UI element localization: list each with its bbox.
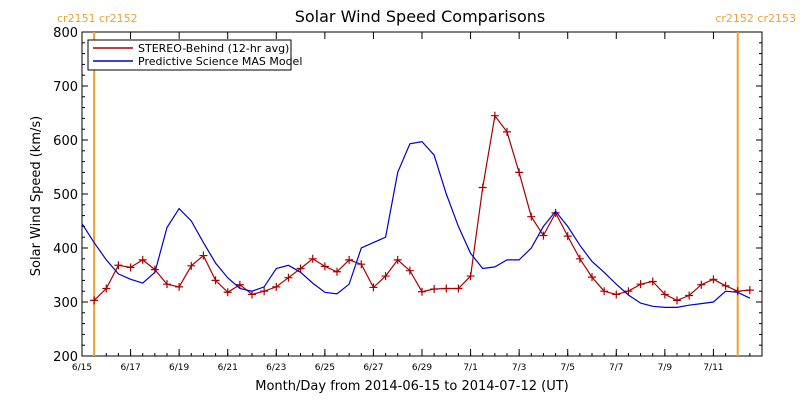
data-point-marker	[163, 280, 171, 289]
carrington-label-right: cr2152 cr2153	[715, 12, 796, 25]
data-point-marker	[466, 272, 475, 281]
data-point-marker	[345, 255, 354, 264]
legend: STEREO-Behind (12-hr avg) Predictive Sci…	[87, 39, 302, 71]
data-point-marker	[102, 284, 111, 293]
data-point-marker	[563, 232, 572, 241]
x-tick-label: 6/27	[363, 363, 383, 373]
series-line-mas	[81, 140, 751, 308]
data-point-marker	[333, 267, 341, 276]
x-tick-label: 6/21	[218, 363, 238, 373]
x-tick-label: 7/11	[703, 363, 723, 373]
data-point-marker	[211, 276, 220, 285]
data-point-marker	[405, 266, 414, 275]
chart-title: Solar Wind Speed Comparisons	[295, 7, 546, 26]
data-point-marker	[235, 280, 244, 289]
y-tick-label: 200	[53, 350, 78, 365]
data-point-marker	[515, 168, 524, 177]
y-tick-label: 500	[53, 188, 78, 203]
data-point-marker	[612, 290, 621, 299]
data-point-marker	[114, 261, 123, 270]
data-point-marker	[733, 287, 742, 296]
data-point-marker	[393, 255, 402, 264]
data-point-marker	[551, 208, 560, 217]
data-point-marker	[138, 255, 147, 264]
data-point-marker	[588, 273, 596, 282]
x-tick-label: 6/17	[120, 363, 140, 373]
data-point-marker	[187, 261, 196, 270]
x-tick-label: 6/23	[266, 363, 286, 373]
data-point-marker	[709, 275, 718, 284]
x-tick-label: 7/3	[512, 363, 526, 373]
data-point-marker	[369, 283, 378, 292]
data-point-marker	[648, 277, 657, 286]
data-point-marker	[539, 231, 548, 240]
data-point-marker	[223, 288, 232, 297]
data-point-marker	[490, 111, 499, 120]
x-tick-label: 6/19	[169, 363, 189, 373]
data-point-marker	[320, 262, 329, 271]
y-axis-label: Solar Wind Speed (km/s)	[29, 116, 44, 276]
data-point-marker	[272, 282, 281, 291]
x-tick-label: 7/1	[463, 363, 477, 373]
legend-label-stereo: STEREO-Behind (12-hr avg)	[138, 42, 289, 55]
data-point-marker	[624, 287, 633, 296]
data-point-marker	[296, 264, 305, 273]
data-point-marker	[442, 284, 451, 293]
y-tick-label: 800	[53, 26, 78, 41]
data-point-marker	[478, 183, 487, 192]
data-point-marker	[685, 291, 694, 300]
data-point-marker	[357, 260, 366, 269]
data-point-marker	[430, 285, 439, 294]
x-tick-label: 6/29	[412, 363, 432, 373]
legend-label-mas: Predictive Science MAS Model	[138, 55, 302, 68]
carrington-label-left: cr2151 cr2152	[57, 12, 138, 25]
data-point-marker	[308, 254, 317, 263]
x-tick-label: 6/25	[315, 363, 335, 373]
x-axis-label: Month/Day from 2014-06-15 to 2014-07-12 …	[255, 379, 568, 394]
data-point-marker	[381, 272, 390, 281]
data-point-marker	[90, 296, 99, 305]
y-tick-label: 700	[53, 80, 78, 95]
data-point-marker	[527, 212, 536, 221]
x-tick-label: 7/7	[609, 363, 623, 373]
data-point-marker	[636, 280, 645, 289]
legend-box	[87, 39, 292, 71]
data-point-marker	[721, 281, 730, 290]
data-point-marker	[175, 282, 184, 291]
data-point-marker	[126, 263, 135, 272]
data-point-marker	[660, 290, 669, 299]
x-tick-label: 6/15	[72, 363, 92, 373]
data-point-marker	[199, 251, 208, 260]
data-point-marker	[745, 286, 754, 295]
x-tick-label: 7/5	[560, 363, 574, 373]
data-point-marker	[575, 254, 584, 263]
data-point-marker	[673, 296, 681, 305]
data-point-marker	[454, 284, 463, 293]
data-point-marker	[284, 273, 293, 282]
data-point-marker	[503, 127, 511, 136]
data-point-marker	[260, 287, 269, 296]
data-point-marker	[418, 287, 426, 296]
data-point-marker	[697, 280, 706, 289]
plot-area: 200 300 400 500 600 700 800 6/15 6/17 6/19 6/21 6/2…	[53, 26, 763, 373]
data-point-marker	[600, 287, 609, 296]
y-tick-label: 300	[53, 296, 78, 311]
x-tick-label: 7/9	[658, 363, 673, 373]
y-tick-label: 400	[53, 242, 78, 257]
y-tick-label: 600	[53, 134, 78, 149]
